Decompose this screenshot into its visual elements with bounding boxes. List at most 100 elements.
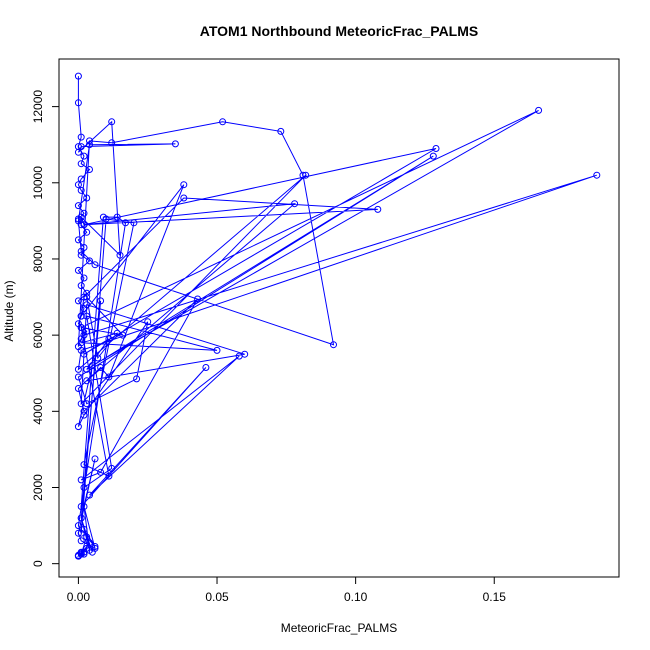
data-point [113,213,121,221]
data-point [83,365,91,373]
data-point [80,525,88,533]
data-point [77,247,85,255]
data-point [105,335,113,343]
y-tick-label: 8000 [31,245,45,272]
data-point [74,181,82,189]
data-point [91,543,99,550]
data-point [113,329,121,337]
data-point [88,548,96,556]
data-point [77,282,85,290]
data-point [91,455,99,463]
series-layer [74,72,601,560]
y-tick-label: 10000 [31,166,45,200]
data-point [83,301,91,309]
data-point [83,293,91,301]
series-line [77,76,597,558]
data-point [80,461,88,469]
data-point [83,377,91,385]
data-point [302,171,310,179]
data-point [235,352,243,360]
data-point [77,186,85,194]
x-tick-label: 0.10 [344,590,368,604]
data-point [74,373,82,381]
data-point [171,140,179,148]
data-point [83,312,91,320]
data-point [86,137,93,145]
data-point [74,202,82,210]
data-point [108,118,116,126]
data-point [74,522,82,530]
data-point [74,551,82,559]
x-axis-label: MeteoricFrac_PALMS [281,621,397,635]
data-point [74,266,82,274]
data-point [194,295,202,303]
data-point [108,139,116,147]
data-point [83,544,91,552]
data-point [80,331,88,339]
data-point [83,194,91,202]
data-point [80,152,88,160]
data-point [83,228,91,236]
y-tick-label: 6000 [31,321,45,348]
data-point [77,324,85,331]
data-point [374,205,382,213]
data-point [86,491,93,499]
data-point [77,400,85,408]
data-point [291,200,299,208]
data-point [74,297,82,305]
data-point [77,160,85,168]
data-point [133,375,141,383]
data-point [144,318,152,326]
data-point [429,152,437,160]
x-axis: 0.00 0.05 0.10 0.15 [67,576,507,604]
data-point [180,181,188,189]
data-point [86,257,93,265]
data-point [86,166,93,173]
data-point [74,148,82,156]
y-axis-label: Altitude (m) [2,280,16,341]
data-point [97,297,105,305]
data-point [432,145,440,152]
data-point [130,219,138,227]
data-point [83,533,91,541]
data-point [535,106,543,114]
data-point [74,385,82,392]
data-point [74,99,82,107]
data-point [80,407,88,415]
data-point [97,468,105,476]
data-point [74,423,82,431]
data-point [77,133,85,141]
data-point [77,503,85,510]
x-tick-label: 0.00 [67,590,91,604]
data-point [593,171,601,179]
x-tick-label: 0.15 [483,590,507,604]
data-point [80,411,88,419]
data-point [116,251,124,259]
data-point [213,346,221,354]
y-tick-label: 0 [31,560,45,567]
data-point [80,503,88,510]
data-point [108,464,116,472]
data-point [80,484,88,491]
data-point [74,529,82,537]
data-point [77,339,85,347]
chart-title: ATOM1 Northbound MeteoricFrac_PALMS [200,23,478,39]
data-point [299,171,307,179]
data-point [77,537,85,545]
data-point [80,274,88,282]
data-point [80,221,88,229]
data-point [97,364,105,371]
data-point [105,373,113,381]
data-point [91,261,99,269]
data-point [74,72,82,80]
data-point [77,476,85,484]
data-point [74,365,82,373]
data-point [74,236,82,244]
data-point [122,219,129,227]
data-point [77,346,85,354]
data-point [219,118,227,126]
data-point [180,194,188,202]
data-point [277,127,285,135]
data-point [202,364,210,371]
